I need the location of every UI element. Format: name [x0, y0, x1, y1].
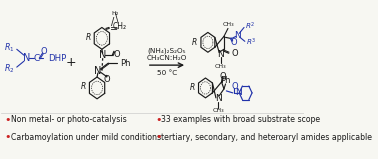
Text: O: O — [220, 72, 226, 80]
Text: N: N — [23, 53, 30, 63]
Text: R$_2$: R$_2$ — [5, 63, 15, 75]
Text: CH₃: CH₃ — [222, 22, 234, 27]
Text: R$^2$: R$^2$ — [245, 21, 254, 32]
Text: O: O — [232, 49, 239, 58]
Text: =: = — [110, 24, 118, 35]
Text: DHP: DHP — [48, 54, 66, 63]
Text: R$_1$: R$_1$ — [5, 41, 15, 54]
Text: CH₃CN:H₂O: CH₃CN:H₂O — [147, 55, 187, 61]
Text: \: \ — [115, 13, 118, 23]
Text: 33 examples with broad substrate scope: 33 examples with broad substrate scope — [161, 115, 321, 124]
Text: CH₃: CH₃ — [212, 108, 224, 113]
Text: R: R — [192, 38, 197, 47]
Text: •: • — [155, 132, 161, 142]
Text: •: • — [155, 115, 161, 125]
Text: (NH₄)₂S₂O₅: (NH₄)₂S₂O₅ — [148, 47, 186, 54]
Text: N: N — [235, 88, 242, 97]
Text: H₂: H₂ — [111, 11, 118, 16]
Text: •: • — [5, 115, 11, 125]
Text: O: O — [104, 75, 110, 83]
Text: CH₃: CH₃ — [215, 64, 226, 69]
Text: Ph: Ph — [120, 59, 131, 68]
Text: •: • — [5, 132, 11, 142]
Text: R: R — [81, 82, 86, 91]
Text: 50 °C: 50 °C — [157, 70, 177, 76]
Text: O: O — [231, 82, 238, 91]
Text: R: R — [85, 33, 91, 42]
Text: N: N — [217, 50, 224, 59]
Text: Non metal- or photo-catalysis: Non metal- or photo-catalysis — [11, 115, 127, 124]
Text: CH₂: CH₂ — [113, 22, 127, 31]
Text: C: C — [34, 54, 40, 63]
Text: O: O — [114, 50, 121, 59]
Text: Ph: Ph — [220, 76, 231, 86]
Text: R$^3$: R$^3$ — [246, 37, 256, 48]
Text: O: O — [230, 38, 237, 47]
Text: R: R — [190, 83, 195, 92]
Text: O: O — [41, 47, 47, 56]
Text: +: + — [66, 56, 77, 69]
Text: tertiary, secondary, and heteroaryl amides applicable: tertiary, secondary, and heteroaryl amid… — [161, 133, 372, 142]
Text: Carbamoylation under mild conditions: Carbamoylation under mild conditions — [11, 133, 161, 142]
Text: N: N — [215, 94, 222, 103]
Text: N: N — [234, 31, 241, 40]
Text: N: N — [94, 66, 102, 76]
Text: /: / — [112, 17, 115, 27]
Text: N: N — [99, 50, 106, 60]
